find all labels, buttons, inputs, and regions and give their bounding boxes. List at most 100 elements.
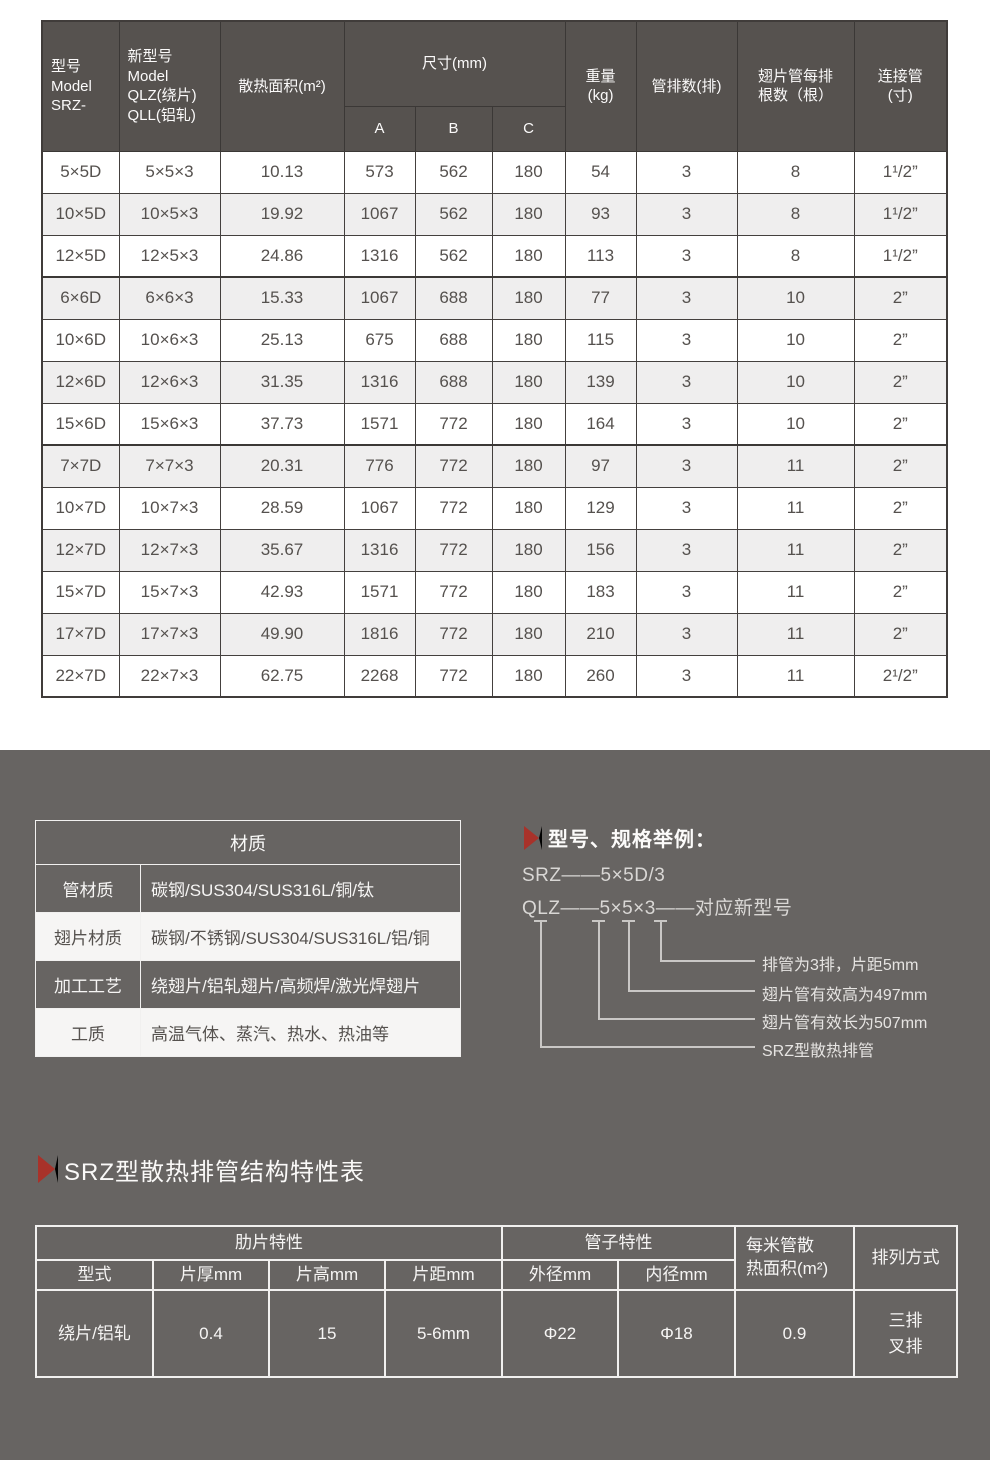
- cell-tube-rows: 3: [635, 402, 738, 446]
- cell-model-old: 12×5D: [41, 234, 120, 278]
- cell-dim-c: 180: [491, 234, 566, 278]
- header-model-old: 型号 Model SRZ-: [41, 20, 120, 152]
- cell-model-old: 7×7D: [41, 444, 120, 488]
- header-dim-b: B: [414, 105, 493, 152]
- cell-model-old: 6×6D: [41, 276, 120, 320]
- header-tube-rows: 管排数(排): [635, 20, 738, 152]
- cell-dim-b: 688: [414, 360, 493, 404]
- cell-model-new: 12×5×3: [118, 234, 221, 278]
- cell-fins-per-row: 10: [736, 360, 855, 404]
- cell-fins-per-row: 10: [736, 402, 855, 446]
- header-arrangement: 排列方式: [853, 1225, 958, 1291]
- callout-tick: [592, 920, 605, 922]
- cell-connector: 2”: [853, 570, 948, 614]
- header-fins-per-row: 翅片管每排 根数（根）: [736, 20, 855, 152]
- cell-tube-rows: 3: [635, 612, 738, 656]
- cell-model-new: 12×7×3: [118, 528, 221, 572]
- cell-dim-a: 1571: [343, 402, 416, 446]
- callout-line: [660, 922, 755, 962]
- cell-area: 37.73: [219, 402, 345, 446]
- cell-area: 25.13: [219, 318, 345, 362]
- cell-fins-per-row: 8: [736, 234, 855, 278]
- cell-model-old: 10×7D: [41, 486, 120, 530]
- material-row: 管材质 碳钢/SUS304/SUS316L/铜/钛: [35, 864, 461, 913]
- table-row: 10×6D 10×6×3 25.13 675 688 180 115 3 10 …: [41, 318, 948, 362]
- callout-line: [598, 922, 755, 1020]
- material-label: 管材质: [35, 864, 141, 913]
- cell-connector: 2”: [853, 318, 948, 362]
- cell-fins-per-row: 10: [736, 318, 855, 362]
- cell-dim-a: 573: [343, 150, 416, 194]
- cell-tube-rows: 3: [635, 570, 738, 614]
- cell-model-new: 17×7×3: [118, 612, 221, 656]
- cell-dim-a: 1067: [343, 276, 416, 320]
- header-connector: 连接管 (寸): [853, 20, 948, 152]
- cell-model-old: 17×7D: [41, 612, 120, 656]
- header-area-per-meter: 每米管散 热面积(m²): [734, 1225, 855, 1291]
- cell-model-new: 22×7×3: [118, 654, 221, 698]
- cell-area: 19.92: [219, 192, 345, 236]
- cell-dim-a: 1571: [343, 570, 416, 614]
- cell-weight: 156: [564, 528, 637, 572]
- material-table-title: 材质: [35, 820, 461, 865]
- cell-area: 20.31: [219, 444, 345, 488]
- table-row: 17×7D 17×7×3 49.90 1816 772 180 210 3 11…: [41, 612, 948, 656]
- header-dimensions: 尺寸(mm): [343, 20, 566, 107]
- cell-model-old: 22×7D: [41, 654, 120, 698]
- table-row: 6×6D 6×6×3 15.33 1067 688 180 77 3 10 2”: [41, 276, 948, 320]
- table-row: 7×7D 7×7×3 20.31 776 772 180 97 3 11 2”: [41, 444, 948, 488]
- table-row: 12×7D 12×7×3 35.67 1316 772 180 156 3 11…: [41, 528, 948, 572]
- cell-area: 35.67: [219, 528, 345, 572]
- cell-dim-b: 772: [414, 612, 493, 656]
- spec-example-title: 型号、规格举例：: [548, 829, 716, 851]
- callout-label: 排管为3排，片距5mm: [762, 957, 919, 974]
- cell-dim-a: 2268: [343, 654, 416, 698]
- material-row: 加工工艺 绕翅片/铝轧翅片/高频焊/激光焊翅片: [35, 960, 461, 1009]
- cell-model-new: 15×7×3: [118, 570, 221, 614]
- cell-dim-a: 1316: [343, 234, 416, 278]
- cell-weight: 115: [564, 318, 637, 362]
- cell-fins-per-row: 8: [736, 192, 855, 236]
- cell-dim-c: 180: [491, 276, 566, 320]
- material-row: 工质 高温气体、蒸汽、热水、热油等: [35, 1008, 461, 1057]
- cell-fins-per-row: 10: [736, 276, 855, 320]
- cell-weight: 129: [564, 486, 637, 530]
- cell-fins-per-row: 11: [736, 444, 855, 488]
- cell-tube-rows: 3: [635, 360, 738, 404]
- cell-dim-c: 180: [491, 612, 566, 656]
- cell-weight: 260: [564, 654, 637, 698]
- cell-dim-a: 675: [343, 318, 416, 362]
- cell-fins-per-row: 8: [736, 150, 855, 194]
- cell-connector: 2”: [853, 402, 948, 446]
- cell-model-new: 5×5×3: [118, 150, 221, 194]
- cell-fin-height: 15: [268, 1289, 386, 1378]
- table-row: 22×7D 22×7×3 62.75 2268 772 180 260 3 11…: [41, 654, 948, 698]
- callout-tick: [534, 920, 547, 922]
- spec-table-header: 型号 Model SRZ- 新型号 Model QLZ(绕片) QLL(铝轧) …: [41, 20, 948, 152]
- cell-connector: 2”: [853, 528, 948, 572]
- cell-tube-rows: 3: [635, 150, 738, 194]
- cell-inner-dia: Φ18: [617, 1289, 736, 1378]
- header-inner-dia: 内径mm: [617, 1259, 736, 1291]
- cell-dim-c: 180: [491, 486, 566, 530]
- cell-connector: 1¹/2”: [853, 150, 948, 194]
- header-weight: 重量 (kg): [564, 20, 637, 152]
- cell-dim-c: 180: [491, 360, 566, 404]
- cell-tube-rows: 3: [635, 654, 738, 698]
- header-tube-group: 管子特性: [501, 1225, 736, 1261]
- cell-model-old: 12×6D: [41, 360, 120, 404]
- cell-model-old: 10×5D: [41, 192, 120, 236]
- cell-area: 24.86: [219, 234, 345, 278]
- material-value: 碳钢/SUS304/SUS316L/铜/钛: [140, 864, 461, 913]
- header-type: 型式: [35, 1259, 154, 1291]
- cell-model-new: 15×6×3: [118, 402, 221, 446]
- material-value: 高温气体、蒸汽、热水、热油等: [140, 1008, 461, 1057]
- cell-model-new: 10×6×3: [118, 318, 221, 362]
- cell-dim-a: 1067: [343, 192, 416, 236]
- cell-dim-b: 772: [414, 444, 493, 488]
- cell-fins-per-row: 11: [736, 486, 855, 530]
- cell-tube-rows: 3: [635, 318, 738, 362]
- cell-weight: 77: [564, 276, 637, 320]
- cell-dim-c: 180: [491, 528, 566, 572]
- spec-example-line2: QLZ——5×5×3——对应新型号: [522, 898, 793, 919]
